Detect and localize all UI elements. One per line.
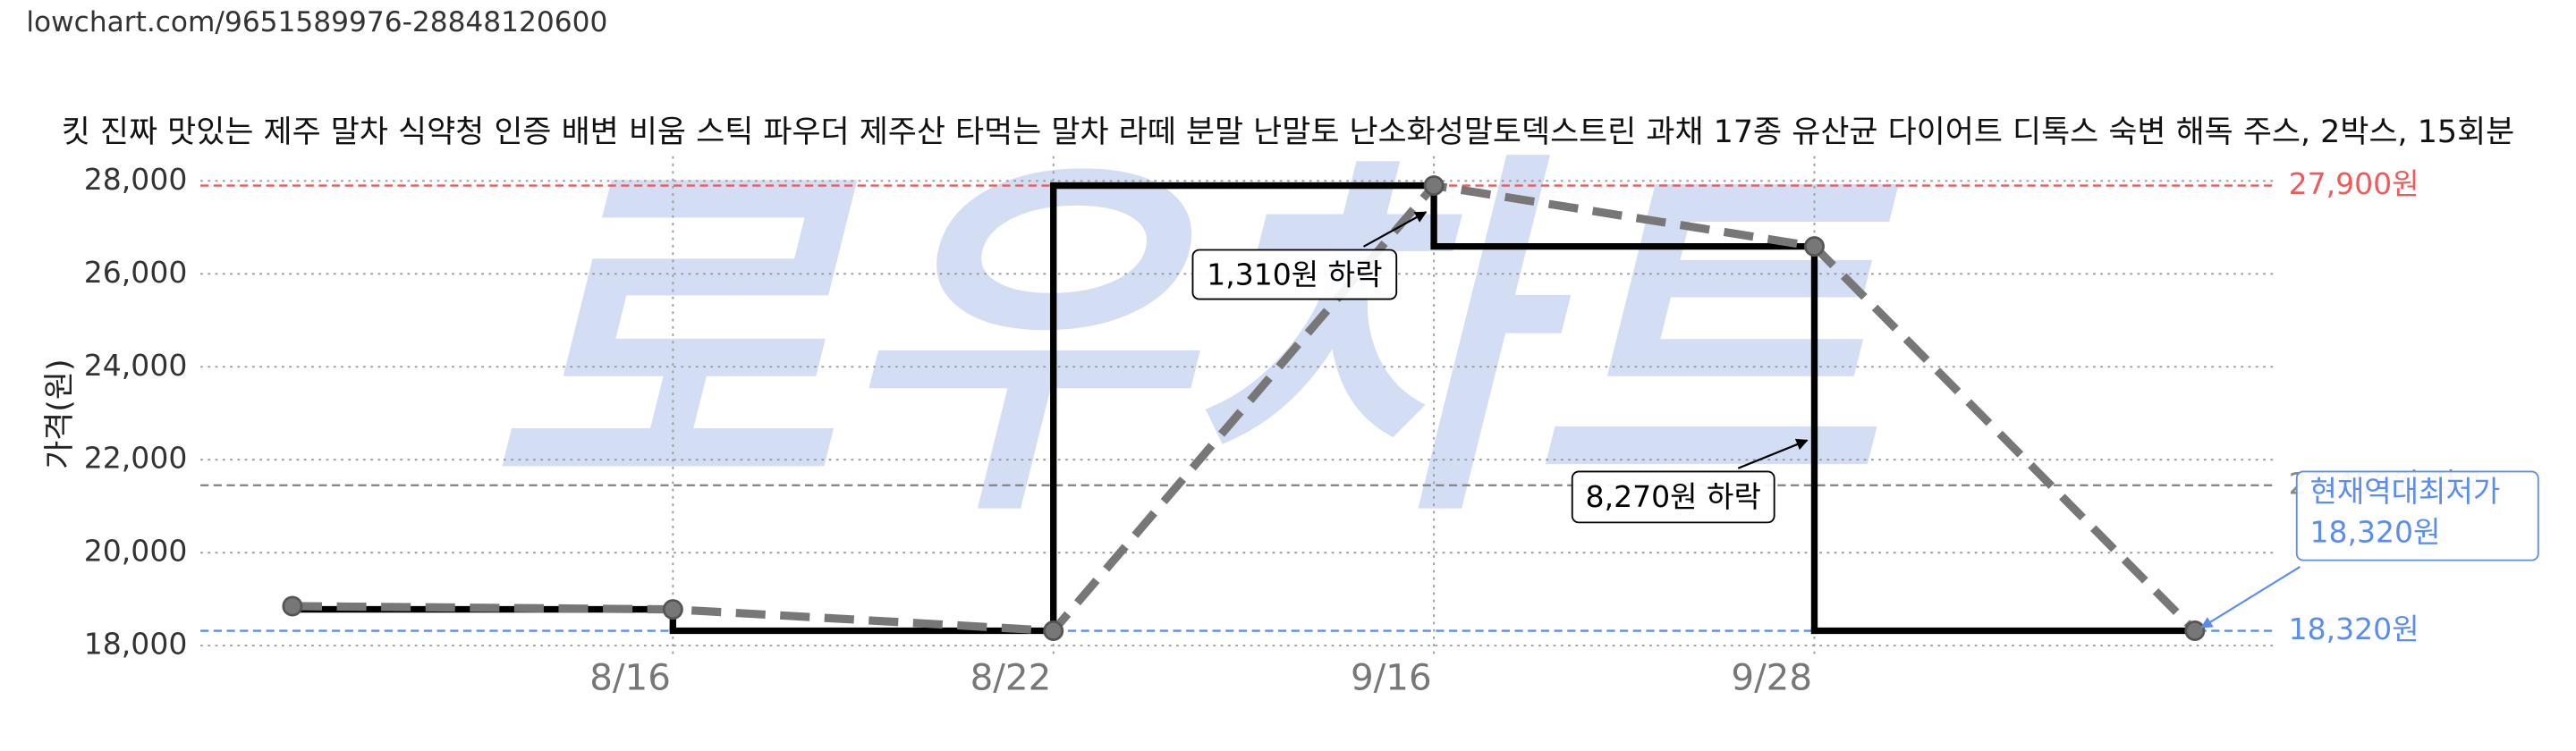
reference-label: 27,900원 xyxy=(2289,166,2419,201)
point xyxy=(1804,236,1825,257)
annotation-box xyxy=(2295,470,2539,561)
annotation-box xyxy=(1571,470,1775,524)
point xyxy=(282,595,303,617)
annotation-text: 8,270원 하락 xyxy=(1586,479,1761,514)
x-tick-label: 9/28 xyxy=(1731,656,1812,699)
y-tick-label: 28,000 xyxy=(84,162,188,197)
annotation-text: 1,310원 하락 xyxy=(1207,257,1382,291)
y-tick-label: 18,000 xyxy=(84,627,188,662)
point xyxy=(1043,620,1064,641)
x-tick-label: 8/22 xyxy=(970,656,1052,699)
x-tick-label: 8/16 xyxy=(589,656,671,699)
y-tick-label: 26,000 xyxy=(84,255,188,290)
point xyxy=(2184,620,2206,641)
annotation-box xyxy=(1191,249,1398,300)
url: lowchart.com/9651589976-28848120600 xyxy=(26,6,607,38)
y-tick-label: 20,000 xyxy=(84,534,188,569)
annotation-arrow xyxy=(1737,438,1809,469)
annotation-arrow xyxy=(1362,211,1428,248)
y-tick-label: 22,000 xyxy=(84,441,188,476)
y-axis-label: 가격(원) xyxy=(42,359,78,468)
point xyxy=(662,599,683,620)
chart-title: 킷 진짜 맛있는 제주 말차 식약청 인증 배변 비움 스틱 파우더 제주산 타… xyxy=(62,114,2515,150)
price-line xyxy=(292,181,2199,636)
annotation-text: 18,320원 xyxy=(2309,515,2440,550)
x-tick-label: 9/16 xyxy=(1351,656,1432,699)
annotation-arrow xyxy=(2200,566,2301,629)
point xyxy=(1423,175,1445,197)
reference-label: 18,320원 xyxy=(2289,612,2419,646)
annotation-text: 현재역대최저가 xyxy=(2309,474,2500,509)
y-tick-label: 24,000 xyxy=(84,348,188,383)
